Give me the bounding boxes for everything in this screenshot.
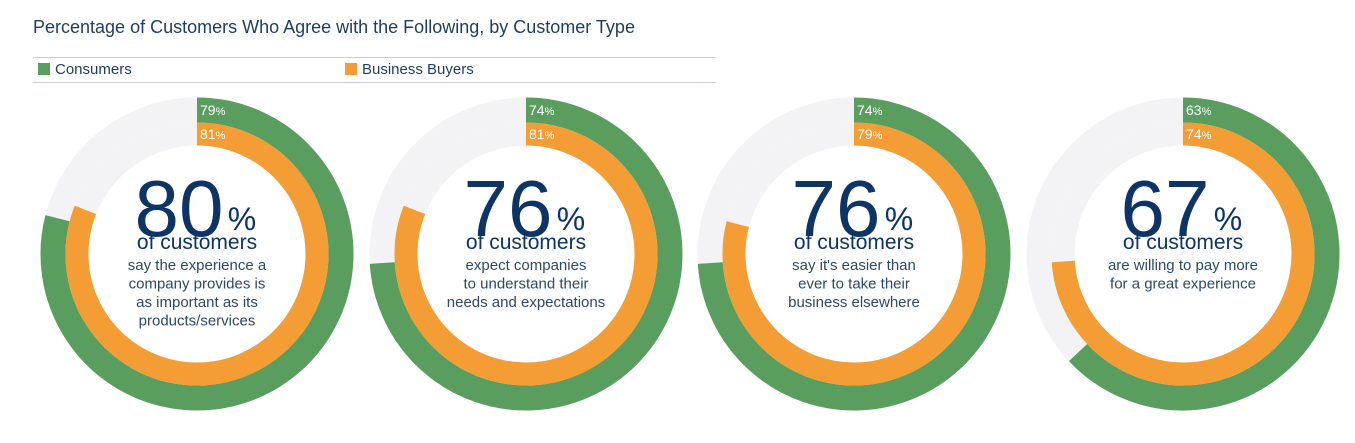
consumers-arc bbox=[697, 97, 1011, 411]
consumers-value-label: 74% bbox=[857, 102, 883, 118]
donut-3: 74% 79% 76 %of customers say it's easier tha… bbox=[697, 97, 1011, 411]
description-line: expect companies bbox=[466, 257, 587, 274]
description-line: products/services bbox=[139, 313, 256, 330]
headline: of customers bbox=[466, 231, 586, 254]
description-line: for a great experience bbox=[1110, 276, 1256, 293]
overall-unit: % bbox=[228, 201, 256, 237]
overall-value: 80 bbox=[135, 164, 224, 253]
business-value-label: 81% bbox=[200, 126, 226, 142]
overall-value: 76 bbox=[464, 164, 553, 253]
business-value-label: 81% bbox=[529, 126, 555, 142]
legend: Consumers Business Buyers bbox=[33, 57, 716, 83]
legend-item-consumers: Consumers bbox=[38, 61, 132, 78]
consumers-value-label: 79% bbox=[200, 102, 226, 118]
business-arc bbox=[65, 122, 329, 386]
business-arc bbox=[722, 122, 986, 386]
business-value-label: 79% bbox=[857, 126, 883, 142]
overall-value: 67 bbox=[1121, 164, 1210, 253]
donut-1: 79% 81% 80 %of customers say the experience … bbox=[40, 97, 354, 411]
overall-unit: % bbox=[885, 201, 913, 237]
description-line: company provides is bbox=[129, 276, 266, 293]
legend-label-consumers: Consumers bbox=[55, 61, 132, 78]
description-line: say it's easier than bbox=[792, 257, 916, 274]
donut-2: 74% 81% 76 %of customers expect companies to … bbox=[369, 97, 683, 411]
legend-swatch-consumers bbox=[38, 63, 50, 75]
donut-4: 63% 74% 67 %of customers are willing to pay … bbox=[1026, 97, 1340, 411]
consumers-value-label: 74% bbox=[529, 102, 555, 118]
legend-swatch-business bbox=[345, 63, 357, 75]
overall-unit: % bbox=[1214, 201, 1242, 237]
chart-title: Percentage of Customers Who Agree with t… bbox=[33, 17, 635, 37]
headline: of customers bbox=[1123, 231, 1243, 254]
overall-unit: % bbox=[557, 201, 585, 237]
business-arc bbox=[394, 122, 658, 386]
business-value-label: 74% bbox=[1186, 126, 1212, 142]
consumers-value-label: 63% bbox=[1186, 102, 1212, 118]
consumers-arc bbox=[40, 97, 354, 411]
overall-value: 76 bbox=[792, 164, 881, 253]
headline: of customers bbox=[137, 231, 257, 254]
description-line: as important as its bbox=[136, 294, 258, 311]
description-line: are willing to pay more bbox=[1108, 257, 1258, 274]
description-line: say the experience a bbox=[128, 257, 267, 274]
business-arc bbox=[1051, 122, 1315, 386]
legend-label-business: Business Buyers bbox=[362, 61, 474, 78]
consumers-arc bbox=[1068, 97, 1340, 411]
description-line: needs and expectations bbox=[447, 294, 605, 311]
legend-item-business: Business Buyers bbox=[345, 61, 474, 78]
description-line: business elsewhere bbox=[788, 294, 920, 311]
description-line: ever to take their bbox=[798, 276, 910, 293]
consumers-arc bbox=[369, 97, 683, 411]
headline: of customers bbox=[794, 231, 914, 254]
description-line: to understand their bbox=[463, 276, 588, 293]
